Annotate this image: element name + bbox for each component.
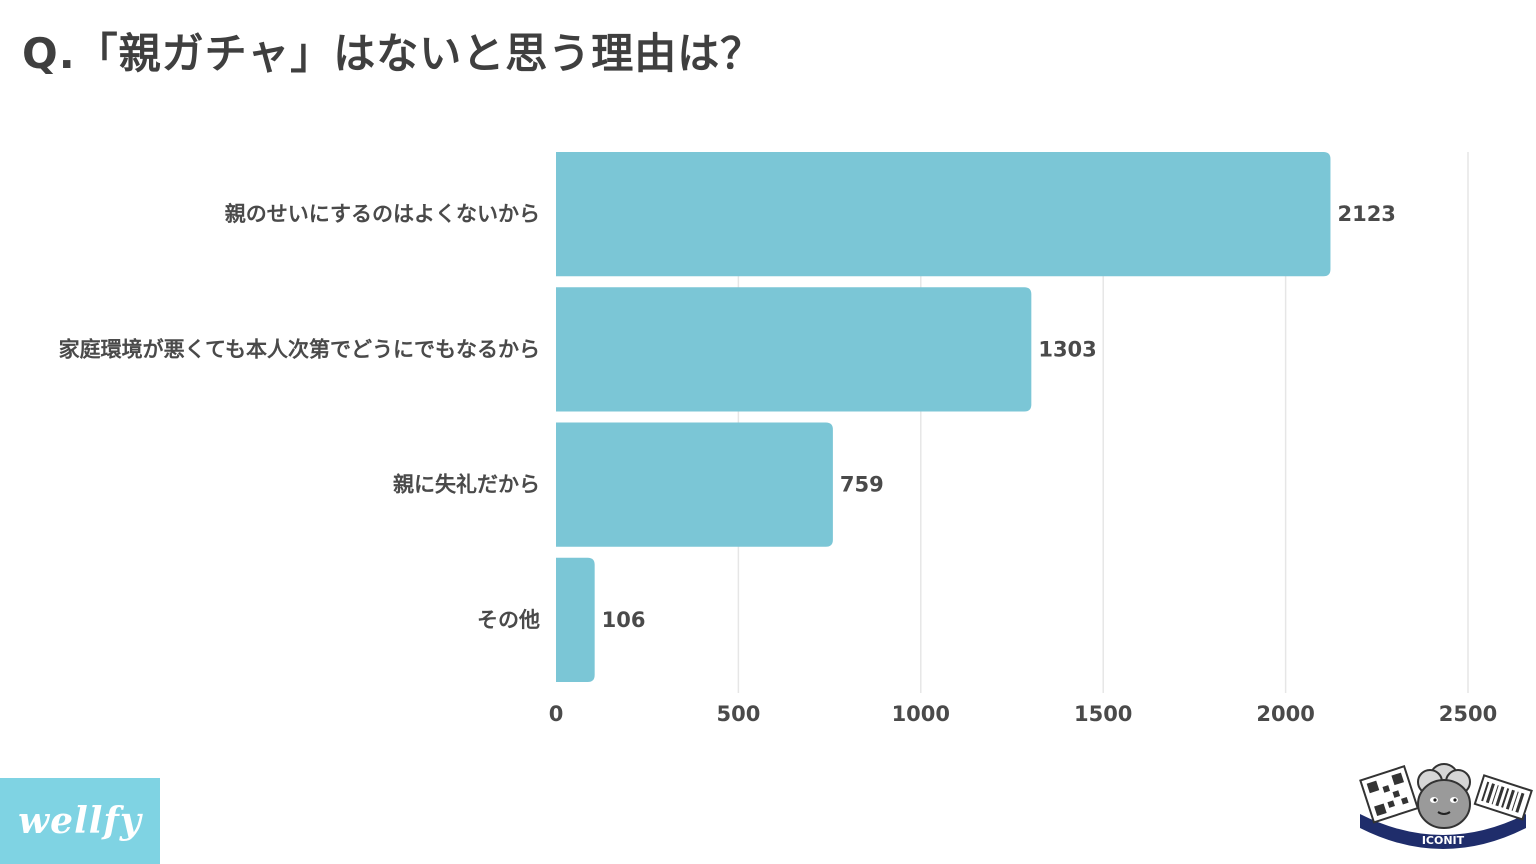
sheep-mascot-icon: ICONIT <box>1359 763 1533 849</box>
bar-chart: 親のせいにするのはよくないから家庭環境が悪くても本人次第でどうにでもなるから親に… <box>59 152 1498 726</box>
category-labels: 親のせいにするのはよくないから家庭環境が悪くても本人次第でどうにでもなるから親に… <box>59 202 540 632</box>
iconit-logo-text: ICONIT <box>1422 834 1465 847</box>
value-label: 759 <box>840 473 884 497</box>
bar <box>556 422 833 547</box>
category-label: 家庭環境が悪くても本人次第でどうにでもなるから <box>59 337 540 361</box>
wellfy-logo: wellfy <box>0 778 160 864</box>
x-axis-ticks: 0 500 1000 1500 2000 2500 <box>549 702 1498 726</box>
x-tick-label: 500 <box>716 702 760 726</box>
wellfy-logo-text: wellfy <box>18 800 142 842</box>
bars <box>556 152 1331 682</box>
value-labels: 2123 1303 759 106 <box>602 202 1396 632</box>
category-label: その他 <box>477 608 540 632</box>
x-tick-label: 1500 <box>1074 702 1132 726</box>
page-title: Q.「親ガチャ」はないと思う理由は？ <box>22 29 764 78</box>
value-label: 106 <box>602 608 646 632</box>
bar <box>556 557 595 682</box>
x-tick-label: 2000 <box>1256 702 1314 726</box>
x-tick-label: 1000 <box>892 702 950 726</box>
x-tick-label: 0 <box>549 702 564 726</box>
value-label: 2123 <box>1337 202 1395 226</box>
value-label: 1303 <box>1038 337 1096 361</box>
category-label: 親に失礼だから <box>393 473 540 497</box>
bar <box>556 287 1032 412</box>
bar <box>556 152 1331 277</box>
x-tick-label: 2500 <box>1439 702 1497 726</box>
category-label: 親のせいにするのはよくないから <box>225 202 540 226</box>
